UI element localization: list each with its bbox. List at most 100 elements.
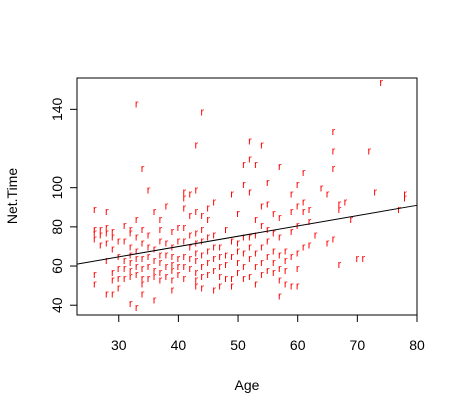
x-tick-label: 60 [290,337,306,353]
data-point: r [93,224,97,236]
data-point: r [403,189,407,201]
data-point: r [93,269,97,281]
data-point: r [147,273,151,285]
data-point: r [290,189,294,201]
data-point: r [236,208,240,220]
data-point: r [290,251,294,263]
data-point: r [332,234,336,246]
data-point: r [135,302,139,314]
y-tick-label: 140 [49,97,65,121]
data-point: r [230,281,234,293]
data-point: r [230,236,234,248]
data-point: r [135,214,139,226]
data-point: r [230,273,234,285]
data-point: r [224,224,228,236]
data-point: r [135,269,139,281]
data-point: r [266,251,270,263]
data-point: r [218,261,222,273]
data-point: r [171,285,175,297]
data-point: r [111,243,115,255]
data-point: r [242,179,246,191]
data-point: r [200,261,204,273]
data-point: r [206,232,210,244]
data-point: r [373,187,377,199]
data-point: r [212,230,216,242]
data-point: r [105,255,109,267]
data-point: r [117,273,121,285]
data-point: r [188,263,192,275]
data-point: r [308,216,312,228]
data-point: r [224,249,228,261]
data-point: r [135,253,139,265]
data-point: r [141,238,145,250]
data-point: r [177,222,181,234]
data-point: r [111,267,115,279]
y-tick-label: 40 [49,297,65,313]
data-point: r [194,281,198,293]
data-point: r [278,212,282,224]
data-point: r [129,241,133,253]
data-point: r [320,183,324,195]
data-point: r [200,224,204,236]
data-point: r [236,267,240,279]
x-axis-label: Age [235,377,260,393]
data-point: r [183,222,187,234]
y-tick-label: 100 [49,176,65,200]
data-point: r [200,283,204,295]
data-point: r [171,275,175,287]
data-point: r [153,265,157,277]
data-point: r [171,226,175,238]
data-point: r [236,245,240,257]
data-point: r [296,263,300,275]
data-point: r [403,192,407,204]
data-point: r [117,263,121,275]
data-point: r [338,259,342,271]
data-point: r [260,140,264,152]
data-point: r [99,224,103,236]
data-point: r [159,224,163,236]
data-point: r [153,243,157,255]
data-point: r [278,161,282,173]
data-point: r [183,202,187,214]
data-point: r [93,228,97,240]
data-point: r [194,206,198,218]
data-point: r [141,279,145,291]
data-point: r [212,241,216,253]
data-point: r [254,159,258,171]
data-point: r [153,294,157,306]
points-layer: rrrrrrrrrrrrrrrrrrrrrrrrrrrrrrrrrrrrrrrr… [93,77,407,314]
y-tick-label: 60 [49,258,65,274]
data-point: r [159,249,163,261]
data-point: r [302,167,306,179]
data-point: r [177,261,181,273]
data-point: r [272,245,276,257]
data-point: r [129,249,133,261]
x-tick-label: 80 [409,337,425,353]
data-point: r [272,228,276,240]
data-point: r [266,236,270,248]
data-point: r [200,249,204,261]
data-point: r [302,196,306,208]
data-point: r [183,251,187,263]
data-point: r [147,261,151,273]
data-point: r [260,200,264,212]
data-point: r [141,263,145,275]
data-point: r [278,232,282,244]
data-point: r [147,241,151,253]
data-point: r [105,206,109,218]
data-point: r [242,159,246,171]
data-point: r [206,214,210,226]
data-point: r [236,257,240,269]
data-point: r [135,98,139,110]
data-point: r [194,228,198,240]
data-point: r [254,279,258,291]
data-point: r [105,288,109,300]
data-point: r [212,285,216,297]
data-point: r [165,261,169,273]
data-point: r [171,251,175,263]
data-point: r [200,210,204,222]
data-point: r [272,267,276,279]
data-point: r [183,187,187,199]
data-point: r [129,228,133,240]
data-point: r [326,189,330,201]
